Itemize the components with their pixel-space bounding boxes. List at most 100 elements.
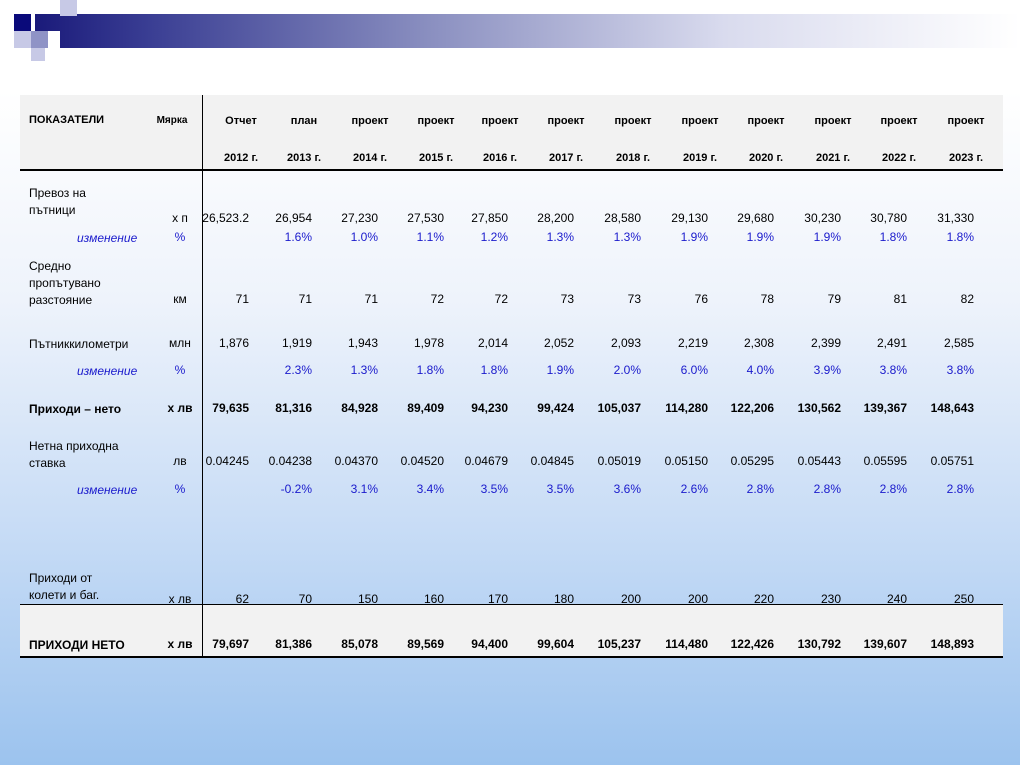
table-cell: 2,219 [677, 336, 708, 350]
table-cell: 2.8% [879, 482, 907, 496]
table-cell: 70 [298, 592, 312, 606]
column-type: проект [481, 115, 519, 127]
column-year: 2020 г. [748, 152, 784, 164]
table-cell: 27,530 [407, 211, 444, 225]
row-label: Средно пропътувано разстояние [29, 259, 101, 307]
column-year: 2019 г. [682, 152, 718, 164]
table-cell: 1.8% [946, 230, 974, 244]
table-cell: 2.6% [680, 482, 708, 496]
table-cell: 1.1% [416, 230, 444, 244]
row-unit: лв [173, 454, 187, 468]
row-label: изменение [77, 483, 138, 497]
table-cell: 89,569 [407, 637, 444, 651]
table-cell: 3.6% [613, 482, 641, 496]
table-cell: 0.05595 [863, 454, 907, 468]
table-cell: 0.04238 [268, 454, 312, 468]
table-cell: 0.04520 [400, 454, 444, 468]
row-unit: млн [169, 336, 191, 350]
column-type: план [290, 115, 318, 127]
table-cell: 0.04679 [464, 454, 508, 468]
row-label: изменение [77, 231, 138, 245]
table-cell: 85,078 [341, 637, 378, 651]
table-cell: 28,200 [537, 211, 574, 225]
table-cell: 148,643 [930, 401, 974, 415]
row-unit: % [174, 482, 186, 496]
table-cell: 72 [494, 292, 508, 306]
table-cell: 1.2% [480, 230, 508, 244]
table-cell: 84,928 [341, 401, 378, 415]
table-cell: 1,919 [281, 336, 312, 350]
table-cell: 1.0% [350, 230, 378, 244]
table-cell: 105,237 [597, 637, 641, 651]
table-cell: 2,014 [477, 336, 508, 350]
decor-square [60, 0, 77, 16]
row-label: Приходи от колети и баг. [29, 571, 100, 602]
table-cell: 200 [620, 592, 641, 606]
table-cell: 0.05751 [930, 454, 974, 468]
table-cell: 3.5% [546, 482, 574, 496]
table-cell: 28,580 [604, 211, 641, 225]
row-unit: % [174, 230, 186, 244]
total-bottom-rule [20, 656, 1003, 658]
table-cell: 0.04245 [205, 454, 249, 468]
table-cell: 3.8% [946, 363, 974, 377]
table-cell: 81,386 [275, 637, 312, 651]
table-cell: 114,480 [665, 637, 708, 651]
row-unit: х п [172, 211, 188, 225]
table-cell: 2,052 [543, 336, 574, 350]
table-cell: 3.8% [879, 363, 907, 377]
table-cell: 6.0% [680, 363, 708, 377]
table-cell: 27,230 [341, 211, 378, 225]
table-cell: 1.3% [613, 230, 641, 244]
header-indicators: ПОКАЗАТЕЛИ [29, 114, 105, 126]
column-type: проект [417, 115, 455, 127]
column-type: проект [880, 115, 918, 127]
row-label: Превоз на пътници [29, 186, 86, 217]
indicators-table: ПОКАЗАТЕЛИ Мярка Отчет 2012 г. план 2013 г.… [20, 95, 1003, 658]
table-header-band [20, 95, 1003, 169]
table-cell: 2.3% [284, 363, 312, 377]
row-unit: х лв [168, 592, 192, 606]
table-cell: 2,585 [943, 336, 974, 350]
table-cell: 130,792 [797, 637, 841, 651]
column-type: проект [681, 115, 719, 127]
table-cell: 180 [553, 592, 574, 606]
table-cell: 3.5% [480, 482, 508, 496]
column-year: 2022 г. [881, 152, 917, 164]
table-cell: 99,604 [537, 637, 574, 651]
table-cell: 26,523.2 [202, 211, 249, 225]
table-cell: 1.6% [284, 230, 312, 244]
column-year: 2021 г. [815, 152, 851, 164]
table-cell: 139,607 [863, 637, 907, 651]
decor-square [31, 31, 48, 48]
table-cell: 2,308 [743, 336, 774, 350]
column-divider [202, 95, 203, 657]
table-cell: 2.8% [746, 482, 774, 496]
table-cell: 71 [364, 292, 378, 306]
header-rule [20, 169, 1003, 171]
table-cell: 2.0% [613, 363, 641, 377]
column-type: проект [614, 115, 652, 127]
table-cell: 0.04845 [530, 454, 574, 468]
table-cell: -0.2% [280, 482, 312, 496]
table-cell: 62 [235, 592, 249, 606]
table-cell: 160 [423, 592, 444, 606]
table-cell: 148,893 [930, 637, 974, 651]
table-cell: 99,424 [537, 401, 574, 415]
table-cell: 1.8% [416, 363, 444, 377]
column-year: 2023 г. [948, 152, 984, 164]
table-cell: 1,876 [218, 336, 249, 350]
table-cell: 30,230 [804, 211, 841, 225]
table-cell: 71 [298, 292, 312, 306]
row-label: Пътниккилометри [29, 337, 129, 351]
table-cell: 1.9% [680, 230, 708, 244]
row-label: Нетна приходна ставка [29, 439, 119, 470]
table-cell: 1,943 [347, 336, 378, 350]
column-type: проект [547, 115, 585, 127]
table-cell: 4.0% [746, 363, 774, 377]
table-cell: 2.8% [946, 482, 974, 496]
table-cell: 79,635 [212, 401, 249, 415]
table-cell: 81,316 [275, 401, 312, 415]
column-year: 2013 г. [286, 152, 322, 164]
table-cell: 72 [430, 292, 444, 306]
